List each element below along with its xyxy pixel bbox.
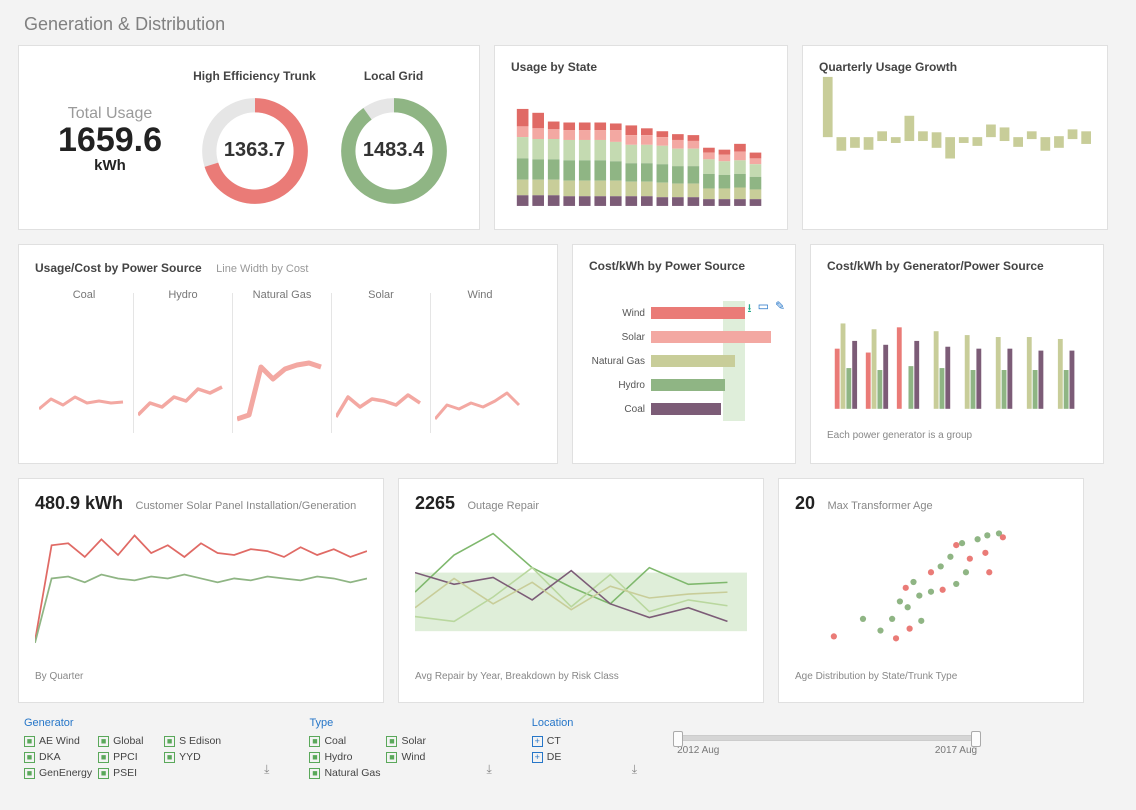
transformer-metric: 20: [795, 493, 815, 513]
page-title: Generation & Distribution: [24, 14, 1118, 35]
usage-cost-panel-hydro[interactable]: Hydro: [134, 283, 232, 443]
usage-cost-panel-natural-gas[interactable]: Natural Gas: [233, 283, 331, 443]
usage-by-state-chart[interactable]: [511, 74, 771, 210]
cost-kwh-gen-chart[interactable]: [827, 273, 1087, 419]
usage-cost-title: Usage/Cost by Power Source: [35, 261, 202, 275]
filter-location-label: Location: [532, 717, 592, 729]
outage-chart[interactable]: [415, 514, 747, 660]
customer-solar-card: 480.9 kWh Customer Solar Panel Installat…: [18, 478, 384, 703]
filter-check-de[interactable]: +DE: [532, 751, 592, 763]
filter-generator-label: Generator: [24, 717, 224, 729]
grid-gauge-value: 1483.4: [334, 91, 454, 211]
total-usage-card: Total Usage 1659.6 kWh High Efficiency T…: [18, 45, 480, 230]
trunk-gauge-title: High Efficiency Trunk: [185, 69, 324, 83]
transformer-chart[interactable]: [795, 514, 1067, 660]
cost-bar-solar[interactable]: Solar: [589, 325, 779, 349]
check-icon: ■: [164, 736, 175, 747]
filter-check-ct[interactable]: +CT: [532, 735, 592, 747]
plus-icon: +: [532, 736, 543, 747]
slider-handle-end[interactable]: [971, 731, 981, 747]
cost-kwh-source-title: Cost/kWh by Power Source: [589, 259, 779, 273]
usage-cost-panel-wind[interactable]: Wind: [431, 283, 529, 443]
check-icon: ■: [98, 768, 109, 779]
filter-type: Type ■Coal ■Hydro ■Natural Gas ■Solar ■Wind: [309, 717, 446, 779]
cost-kwh-source-card: Cost/kWh by Power Source ⭳ ▭ ✎ WindSolar…: [572, 244, 796, 464]
outage-card: 2265 Outage Repair Avg Repair by Year, B…: [398, 478, 764, 703]
total-usage-value: 1659.6: [35, 123, 185, 157]
check-icon: ■: [98, 752, 109, 763]
check-icon: ■: [386, 736, 397, 747]
outage-metric: 2265: [415, 493, 455, 513]
quarterly-growth-chart[interactable]: [819, 74, 1091, 210]
filter-check-ae-wind[interactable]: ■AE Wind: [24, 735, 92, 747]
plus-icon: +: [532, 752, 543, 763]
check-icon: ■: [309, 752, 320, 763]
customer-solar-metric: 480.9 kWh: [35, 493, 123, 513]
filter-check-psei[interactable]: ■PSEI: [98, 767, 158, 779]
usage-cost-panel-coal[interactable]: Coal: [35, 283, 133, 443]
cost-bar-wind[interactable]: Wind: [589, 301, 779, 325]
check-icon: ■: [98, 736, 109, 747]
filter-generator: Generator ■AE Wind■DKA■GenEnergy■Global■…: [24, 717, 224, 779]
quarterly-growth-card: Quarterly Usage Growth: [802, 45, 1108, 230]
transformer-footer: Age Distribution by State/Trunk Type: [795, 671, 1067, 682]
check-icon: ■: [309, 768, 320, 779]
filter-check-hydro[interactable]: ■Hydro: [309, 751, 380, 763]
filter-check-solar[interactable]: ■Solar: [386, 735, 446, 747]
outage-subtitle: Outage Repair: [468, 500, 540, 512]
cost-kwh-gen-card: Cost/kWh by Generator/Power Source Each …: [810, 244, 1104, 464]
filter-check-ppci[interactable]: ■PPCI: [98, 751, 158, 763]
filter-check-s-edison[interactable]: ■S Edison: [164, 735, 224, 747]
filter-check-dka[interactable]: ■DKA: [24, 751, 92, 763]
filter-bar: Generator ■AE Wind■DKA■GenEnergy■Global■…: [18, 717, 1118, 779]
filter-location: Location +CT +DE: [532, 717, 592, 779]
check-icon: ■: [24, 752, 35, 763]
usage-cost-subtitle: Line Width by Cost: [216, 263, 308, 275]
trunk-gauge[interactable]: 1363.7: [195, 91, 315, 211]
usage-cost-panel-solar[interactable]: Solar: [332, 283, 430, 443]
customer-solar-footer: By Quarter: [35, 671, 367, 682]
filter-check-natural-gas[interactable]: ■Natural Gas: [309, 767, 380, 779]
transformer-subtitle: Max Transformer Age: [827, 500, 932, 512]
filter-check-coal[interactable]: ■Coal: [309, 735, 380, 747]
outage-footer: Avg Repair by Year, Breakdown by Risk Cl…: [415, 671, 747, 682]
date-slider[interactable]: 2012 Aug 2017 Aug: [677, 735, 977, 779]
grid-gauge-title: Local Grid: [324, 69, 463, 83]
check-icon: ■: [24, 768, 35, 779]
cost-kwh-gen-title: Cost/kWh by Generator/Power Source: [827, 259, 1087, 273]
transformer-card: 20 Max Transformer Age Age Distribution …: [778, 478, 1084, 703]
customer-solar-subtitle: Customer Solar Panel Installation/Genera…: [136, 500, 357, 512]
slider-start-label: 2012 Aug: [677, 745, 719, 756]
usage-cost-card: Usage/Cost by Power Source Line Width by…: [18, 244, 558, 464]
check-icon: ■: [164, 752, 175, 763]
filter-check-yyd[interactable]: ■YYD: [164, 751, 224, 763]
cost-bar-natural-gas[interactable]: Natural Gas: [589, 349, 779, 373]
cost-bar-coal[interactable]: Coal: [589, 397, 779, 421]
slider-end-label: 2017 Aug: [935, 745, 977, 756]
download-icon[interactable]: ⤓: [486, 762, 491, 777]
filter-check-genenergy[interactable]: ■GenEnergy: [24, 767, 92, 779]
download-icon[interactable]: ⤓: [632, 762, 637, 777]
cost-bar-hydro[interactable]: Hydro: [589, 373, 779, 397]
usage-by-state-card: Usage by State: [494, 45, 788, 230]
cost-kwh-gen-footer: Each power generator is a group: [827, 430, 1087, 441]
total-usage-unit: kWh: [35, 157, 185, 174]
filter-type-label: Type: [309, 717, 446, 729]
check-icon: ■: [309, 736, 320, 747]
check-icon: ■: [24, 736, 35, 747]
grid-gauge[interactable]: 1483.4: [334, 91, 454, 211]
check-icon: ■: [386, 752, 397, 763]
usage-by-state-title: Usage by State: [511, 60, 771, 74]
trunk-gauge-value: 1363.7: [195, 91, 315, 211]
slider-handle-start[interactable]: [673, 731, 683, 747]
quarterly-growth-title: Quarterly Usage Growth: [819, 60, 1091, 74]
download-icon[interactable]: ⤓: [264, 762, 269, 777]
filter-check-global[interactable]: ■Global: [98, 735, 158, 747]
customer-solar-chart[interactable]: [35, 514, 367, 660]
filter-check-wind[interactable]: ■Wind: [386, 751, 446, 763]
